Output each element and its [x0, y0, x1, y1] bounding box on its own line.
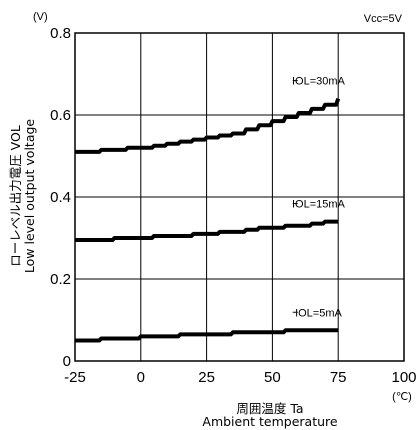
y-tick-label: 0 — [63, 353, 71, 370]
x-tick-label: 25 — [198, 369, 215, 386]
y-tick-label: 0.4 — [50, 189, 71, 206]
series-lines — [75, 97, 341, 343]
grid — [74, 32, 405, 362]
x-axis-label-jp: 周囲温度 Ta — [236, 401, 303, 416]
y-tick-label: 0.6 — [50, 107, 71, 124]
y-axis-label-en: Low level output voltage — [22, 119, 37, 274]
x-tick-label: 75 — [330, 369, 347, 386]
y-unit-label: (V) — [33, 11, 48, 23]
series-line-1 — [75, 219, 339, 243]
y-axis-label-jp: ローレベル出力電圧 VOL — [8, 125, 23, 267]
x-tick-label: 100 — [391, 369, 416, 386]
series-labels: IOL=30mA IOL=15mA IOL=5mA — [292, 76, 346, 320]
y-tick-label: 0.8 — [50, 25, 71, 42]
plot-border — [74, 32, 405, 362]
condition-label: Vcc=5V — [364, 13, 403, 25]
series-label-2: IOL=5mA — [295, 307, 342, 319]
series-label-1: IOL=15mA — [292, 199, 346, 211]
x-tick-label: -25 — [64, 369, 86, 386]
series-line-0 — [75, 97, 341, 154]
x-axis-label-en: Ambient temperature — [202, 414, 338, 429]
series-label-0: IOL=30mA — [292, 76, 346, 88]
y-tick-label: 0.2 — [50, 271, 71, 288]
series-line-2 — [75, 328, 339, 343]
x-tick-label: 0 — [137, 369, 145, 386]
x-tick-label: 50 — [264, 369, 281, 386]
x-unit-label: (℃) — [392, 391, 412, 403]
plot-frame — [74, 32, 405, 362]
